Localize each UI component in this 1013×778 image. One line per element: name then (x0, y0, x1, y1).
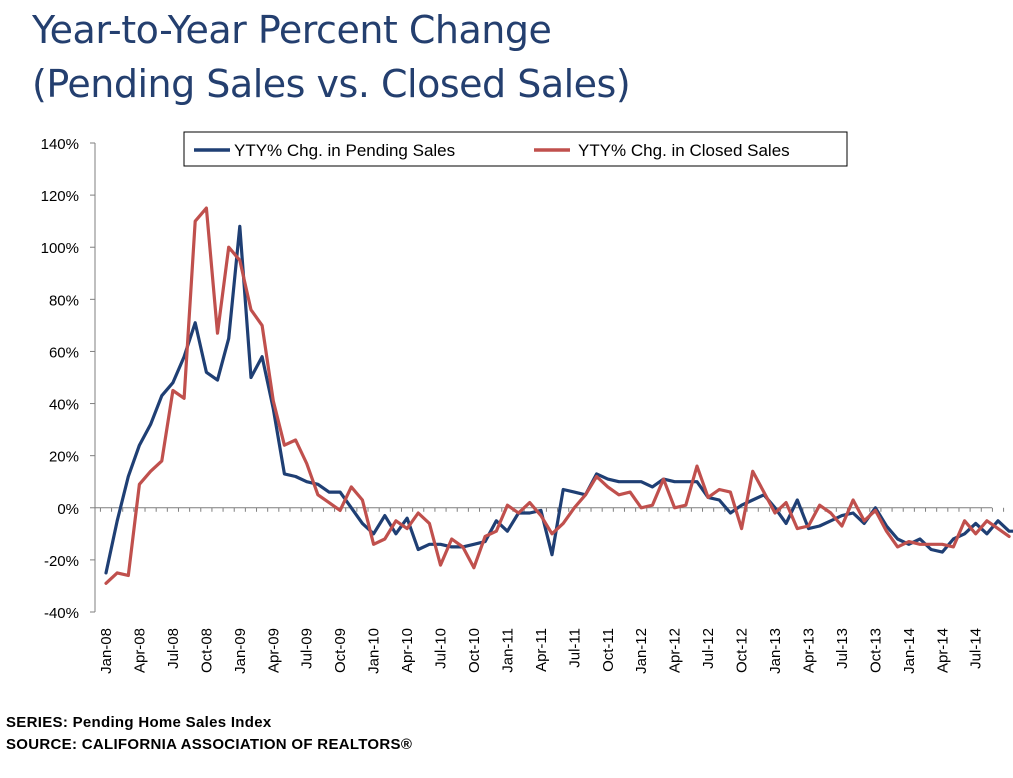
chart-title-line-1: Year-to-Year Percent Change (32, 8, 552, 52)
x-tick-label: Jul-09 (299, 628, 316, 669)
y-tick-label: 80% (49, 292, 79, 309)
x-tick-label: Oct-10 (466, 628, 483, 673)
x-tick-label: Jan-08 (98, 628, 115, 674)
x-tick-label: Oct-08 (198, 628, 215, 673)
x-tick-label: Jan-14 (901, 628, 918, 674)
x-tick-label: Jan-09 (232, 628, 249, 674)
legend-label-closed-sales: YTY% Chg. in Closed Sales (578, 141, 790, 160)
x-tick-label: Jul-11 (566, 628, 583, 668)
y-tick-label: 0% (57, 501, 79, 518)
legend-label-pending-sales: YTY% Chg. in Pending Sales (234, 141, 455, 160)
x-tick-label: Jul-14 (968, 628, 985, 669)
x-tick-label: Apr-12 (667, 628, 684, 673)
x-tick-label: Apr-11 (533, 628, 550, 672)
x-tick-label: Oct-12 (734, 628, 751, 673)
x-tick-label: Apr-14 (934, 628, 951, 673)
y-tick-label: 60% (49, 344, 79, 361)
y-tick-label: -20% (44, 553, 79, 570)
legend-box (183, 131, 848, 167)
legend: YTY% Chg. in Pending Sales YTY% Chg. in C… (183, 131, 848, 167)
footer-source-note: SOURCE: CALIFORNIA ASSOCIATION OF REALTO… (6, 736, 413, 753)
x-tick-label: Jan-10 (366, 628, 383, 674)
y-tick-label: 40% (49, 397, 79, 414)
y-tick-label: 100% (41, 240, 79, 257)
x-tick-label: Jul-10 (433, 628, 450, 669)
x-tick-label: Apr-08 (131, 628, 148, 673)
y-tick-label: 20% (49, 449, 79, 466)
y-tick-label: -40% (44, 605, 79, 622)
x-tick-label: Oct-09 (332, 628, 349, 673)
x-tick-label: Jul-13 (834, 628, 851, 669)
x-tick-label: Jan-11 (499, 628, 516, 673)
x-tick-label: Jul-08 (165, 628, 182, 669)
x-tick-label: Apr-09 (265, 628, 282, 673)
y-tick-label: 120% (41, 188, 79, 205)
x-tick-label: Jan-12 (633, 628, 650, 674)
series-line-closed-sales (104, 206, 1011, 585)
x-tick-label: Apr-13 (800, 628, 817, 673)
x-tick-label: Jul-12 (700, 628, 717, 669)
x-tick-label: Jan-13 (767, 628, 784, 674)
x-tick-label: Apr-10 (399, 628, 416, 673)
footer-series-note: SERIES: Pending Home Sales Index (6, 714, 272, 731)
x-tick-label: Oct-13 (867, 628, 884, 673)
x-tick-label: Oct-11 (600, 628, 617, 672)
series-line-pending-sales (104, 224, 1013, 575)
y-tick-label: 140% (41, 136, 79, 153)
chart-title-line-2: (Pending Sales vs. Closed Sales) (32, 62, 631, 106)
